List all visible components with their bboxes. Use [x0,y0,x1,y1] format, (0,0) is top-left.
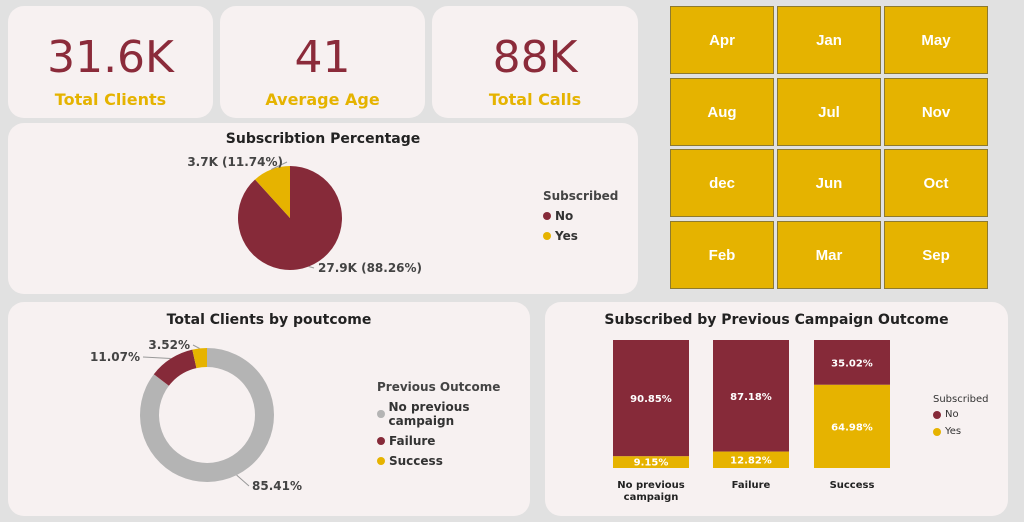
category-label: No previous [617,480,685,491]
legend-item-no[interactable]: No [543,209,618,223]
data-label: 3.52% [148,338,190,352]
category-label: Failure [732,480,771,491]
data-label: 11.07% [90,350,140,364]
month-tile[interactable]: Feb [670,221,774,289]
bar-segment-no[interactable] [814,340,890,385]
data-label: 87.18% [730,392,772,403]
legend-dot-icon [933,427,941,436]
bar-legend: Subscribed No Yes [933,394,988,443]
kpi-card-total-calls: 88K Total Calls [432,6,638,118]
poutcome-donut-chart: 85.41% 11.07% 3.52% [90,338,302,493]
month-tile[interactable]: Jun [777,149,881,217]
month-tile[interactable]: Aug [670,78,774,146]
category-label: campaign [624,492,679,503]
legend-label: Yes [945,426,962,437]
bar-segment-no[interactable] [713,340,789,452]
data-label: 35.02% [831,358,873,369]
data-label: 64.98% [831,422,873,433]
data-label: 12.82% [730,455,772,466]
legend-item-no-previous-campaign[interactable]: No previous campaign [377,400,530,428]
legend-title: Subscribed [543,189,619,203]
legend-item-yes[interactable]: Yes [543,229,618,243]
bar-segment-yes[interactable] [613,456,689,468]
legend-label: Failure [389,434,436,448]
leader-line [192,344,200,349]
month-tile[interactable]: dec [670,149,774,217]
legend-dot-icon [377,437,385,445]
leader-line [271,161,288,170]
leader-line [236,474,250,487]
donut-slice-failure[interactable] [153,349,197,386]
month-tile[interactable]: Nov [884,78,988,146]
chart-title: Subscribtion Percentage [225,131,421,147]
legend-label: No [945,409,959,420]
bar-segment-yes[interactable] [713,451,789,468]
month-tile[interactable]: Jan [777,6,881,74]
legend-dot-icon [377,410,385,418]
legend-label: Success [389,454,443,468]
kpi-card-average-age: 41 Average Age [220,6,425,118]
kpi-value: 41 [294,32,351,83]
legend-dot-icon [543,232,551,240]
pie-slice-yes[interactable] [255,166,290,218]
month-tile[interactable]: May [884,6,988,74]
subscription-pie-card: Subscribtion Percentage 27.9K (88.26%) 3.… [8,123,638,294]
legend-label: No [555,209,574,223]
data-label: 3.7K (11.74%) [187,155,283,169]
legend-dot-icon [933,410,941,419]
pie-slice-no[interactable] [238,166,343,270]
kpi-value: 31.6K [47,32,174,83]
chart-title: Subscribed by Previous Campaign Outcome [604,312,949,328]
month-tile[interactable]: Jul [777,78,881,146]
legend-label: Yes [555,229,578,243]
legend-title: Subscribed [933,394,989,405]
legend-item-no[interactable]: No [933,409,988,420]
stacked-bar-card: Subscribed by Previous Campaign Outcome … [545,302,1008,516]
leader-line [308,266,315,269]
kpi-label: Average Age [265,90,380,109]
kpi-card-total-clients: 31.6K Total Clients [8,6,213,118]
category-label: Success [830,480,875,491]
donut-slice-success[interactable] [192,348,207,369]
kpi-label: Total Calls [488,90,582,109]
bar-segment-yes[interactable] [814,384,890,468]
data-label: 9.15% [634,458,669,469]
month-tile[interactable]: Mar [777,221,881,289]
month-tile[interactable]: Apr [670,6,774,74]
legend-dot-icon [377,457,385,465]
month-slicer: Apr Jan May Aug Jul Nov dec Jun Oct Feb … [666,4,990,294]
month-tile[interactable]: Oct [884,149,988,217]
data-label: 85.41% [252,479,302,493]
subscription-pie-chart: 27.9K (88.26%) 3.7K (11.74%) [187,155,422,275]
kpi-value: 88K [492,32,578,83]
legend-label: No previous campaign [388,400,470,428]
kpi-label: Total Clients [54,90,167,109]
legend-title: Previous Outcome [377,380,501,394]
data-label: 27.9K (88.26%) [318,261,422,275]
legend-dot-icon [543,212,551,220]
legend-item-yes[interactable]: Yes [933,426,988,437]
subscription-legend: Subscribed No Yes [543,189,618,249]
legend-item-success[interactable]: Success [377,454,530,468]
chart-title: Total Clients by poutcome [166,312,372,328]
poutcome-legend: Previous Outcome No previous campaign Fa… [377,380,530,474]
bar-segment-no[interactable] [613,340,689,457]
poutcome-donut-card: Total Clients by poutcome 85.41% 11.07% 3.… [8,302,530,516]
legend-item-failure[interactable]: Failure [377,434,530,448]
month-tile[interactable]: Sep [884,221,988,289]
data-label: 90.85% [630,394,672,405]
leader-line [142,356,171,360]
